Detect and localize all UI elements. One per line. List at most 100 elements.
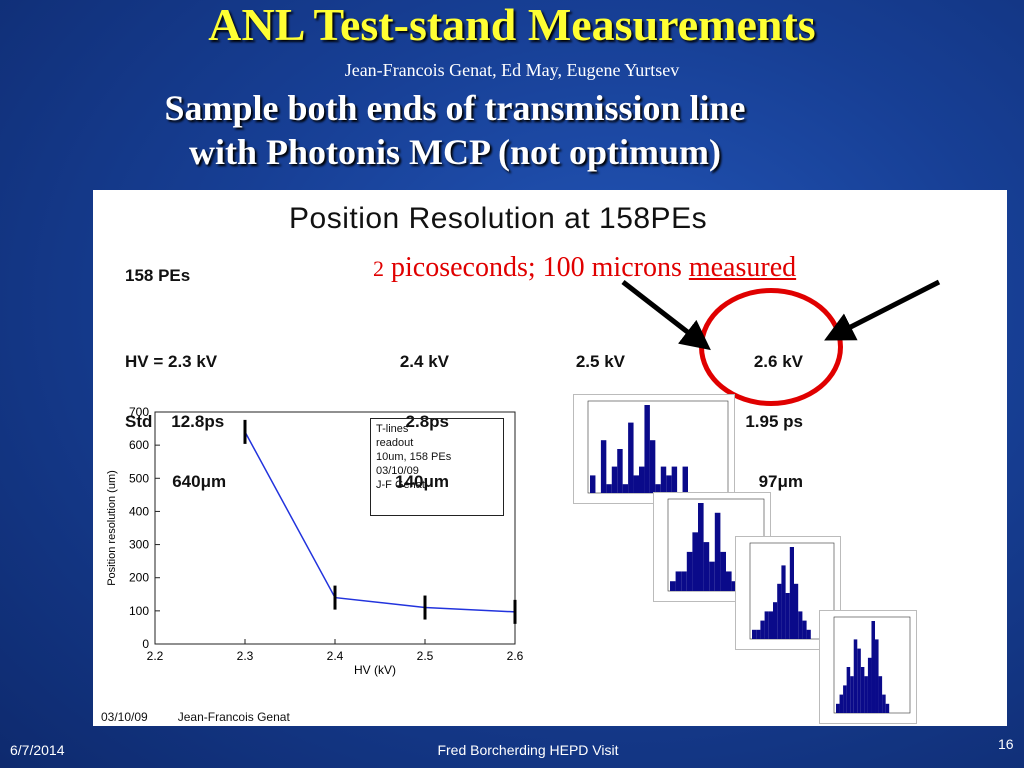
slide-subtitle: Sample both ends of transmission line wi… [0, 86, 910, 174]
x-tick-label: 2.5 [417, 649, 434, 663]
histogram-bar [785, 593, 790, 639]
y-tick-label: 0 [142, 637, 149, 651]
note-line: readout [376, 437, 414, 449]
std-value: Std 12.8ps [125, 412, 225, 431]
histogram-bar [789, 547, 794, 639]
hv-value: 2.4 kV [399, 352, 449, 371]
arrows-overlay [621, 279, 941, 351]
histogram-bar [671, 466, 678, 493]
hv-value: 2.5 kV [575, 352, 625, 371]
histogram-bar [692, 532, 698, 591]
x-axis-label: HV (kV) [354, 663, 396, 677]
y-tick-label: 200 [129, 571, 149, 585]
histogram-bar [843, 685, 847, 713]
signature-author: Jean-Francois Genat [177, 710, 290, 724]
histogram-bar [714, 512, 721, 591]
note-line: J-F Genat [376, 479, 425, 491]
histogram-bar [846, 667, 851, 713]
histogram-bar [682, 466, 688, 493]
arrow-left [621, 280, 711, 351]
figure-panel: Position Resolution at 158PEs 158 PEs 2 … [93, 190, 1007, 726]
x-tick-label: 2.3 [237, 649, 254, 663]
footer-center: Fred Borcherding HEPD Visit [437, 742, 619, 758]
x-tick-label: 2.2 [147, 649, 164, 663]
measured-annotation: 2 picoseconds; 100 microns measured [373, 252, 796, 284]
histogram-bar [698, 503, 704, 591]
chart-legend-note: T-lines readout 10um, 158 PEs 03/10/09 J… [370, 418, 504, 516]
histogram-bar [655, 484, 661, 493]
y-tick-label: 300 [129, 538, 149, 552]
histogram-bar [764, 611, 769, 639]
note-line: 10um, 158 PEs [376, 451, 452, 463]
slide-title: ANL Test-stand Measurements [208, 0, 816, 50]
histogram-1 [573, 394, 735, 504]
histogram-bar [720, 551, 726, 591]
slide-authors: Jean-Francois Genat, Ed May, Eugene Yurt… [344, 60, 680, 80]
histogram-bar [781, 565, 786, 639]
histogram-bar [649, 440, 656, 493]
pes-label: 158 PEs [125, 266, 191, 285]
histogram-bar [768, 611, 773, 639]
arrow-right [824, 279, 941, 341]
signature-date: 03/10/09 [101, 710, 148, 724]
note-line: T-lines [376, 423, 409, 435]
histogram-bar [773, 602, 778, 639]
data-line [244, 431, 516, 613]
histogram-bar [681, 571, 687, 591]
std-value: 1.95 ps [745, 412, 803, 431]
histogram-bar [628, 422, 634, 493]
subtitle-line-1: Sample both ends of transmission line [164, 88, 746, 128]
histogram-bar [871, 621, 876, 713]
histogram-bar [666, 475, 672, 493]
histogram-bar [853, 639, 858, 713]
histogram-bar [760, 620, 765, 639]
histogram-bar [752, 629, 757, 639]
histogram-bar [802, 620, 807, 639]
y-tick-label: 100 [129, 604, 149, 618]
histogram-bar [882, 694, 886, 713]
y-axis-label: Position resolution (um) [106, 470, 118, 586]
histogram-4 [819, 610, 917, 724]
res-value: 140μm [395, 472, 449, 491]
histogram-bar [709, 561, 715, 591]
std-value: 2.8ps [405, 412, 449, 431]
histogram-bar [675, 571, 682, 591]
histogram-bar [617, 449, 623, 493]
note-line: 03/10/09 [376, 465, 419, 477]
histogram-frame [587, 400, 729, 494]
histogram-bar [600, 440, 607, 493]
histogram-bar [686, 551, 693, 591]
histogram-bar [670, 581, 676, 591]
histogram-bar [794, 583, 799, 639]
histogram-bar [633, 475, 639, 493]
y-tick-label: 400 [129, 504, 149, 518]
x-tick-label: 2.4 [327, 649, 344, 663]
histogram-bar [726, 571, 732, 591]
histogram-bar [836, 703, 840, 713]
histogram-bar [644, 405, 650, 493]
histogram-bar [806, 629, 811, 639]
subtitle-line-2: with Photonis MCP (not optimum) [188, 132, 722, 172]
histogram-bar [850, 676, 854, 713]
y-tick-label: 700 [129, 405, 149, 419]
measured-prefix: 2 [373, 256, 384, 281]
histogram-bar [867, 657, 872, 713]
histogram-bar [703, 542, 710, 591]
res-value: 640μm [125, 472, 227, 491]
histogram-bar [798, 611, 803, 639]
histogram-bar [611, 466, 618, 493]
measured-word: measured [688, 252, 797, 283]
histogram-bar [885, 703, 890, 713]
histogram-bar [875, 639, 879, 713]
footer-date: 6/7/2014 [10, 742, 65, 758]
histogram-bar [860, 667, 865, 713]
histogram-bar [864, 676, 868, 713]
measured-mid: picoseconds; 100 microns [384, 252, 689, 283]
histogram-bar [878, 676, 883, 713]
x-tick-label: 2.6 [507, 649, 524, 663]
histogram-bar [660, 466, 667, 493]
resolution-chart: 0 100 200 300 400 500 600 700 2.2 2.3 2.4 2.5 2.6 HV … [106, 405, 524, 677]
histogram-bar [590, 475, 596, 493]
histogram-bar [857, 648, 861, 713]
histogram-bar [839, 694, 844, 713]
